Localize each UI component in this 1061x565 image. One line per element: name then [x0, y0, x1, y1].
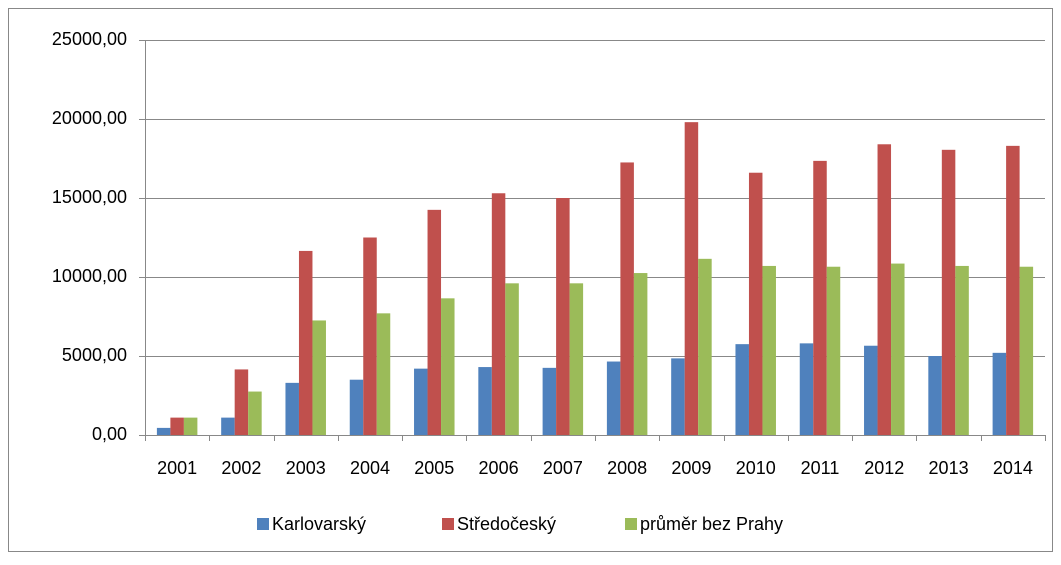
bar — [799, 343, 814, 435]
bar — [928, 356, 942, 435]
legend-label: Karlovarský — [272, 514, 366, 534]
bar — [633, 273, 648, 435]
bar — [491, 193, 506, 435]
y-tick-label: 0,00 — [92, 424, 127, 444]
bar — [542, 367, 557, 435]
x-tick-label: 2007 — [543, 458, 583, 478]
y-tick-label: 5000,00 — [62, 345, 127, 365]
x-tick-label: 2014 — [993, 458, 1033, 478]
bar — [955, 265, 969, 435]
bar — [735, 344, 749, 435]
x-tick-label: 2010 — [736, 458, 776, 478]
x-tick-label: 2009 — [671, 458, 711, 478]
bar — [363, 237, 377, 435]
bar — [248, 391, 262, 435]
x-tick-label: 2005 — [414, 458, 454, 478]
bar — [620, 162, 634, 435]
x-tick-label: 2013 — [929, 458, 969, 478]
bar — [941, 149, 956, 435]
x-tick-label: 2011 — [801, 458, 840, 478]
x-tick-label: 2003 — [286, 458, 326, 478]
bar — [505, 283, 519, 435]
bar — [170, 417, 184, 435]
bar — [234, 369, 249, 435]
bar — [298, 250, 313, 435]
bar — [312, 320, 326, 435]
x-tick-label: 2012 — [864, 458, 904, 478]
bar — [671, 358, 685, 435]
bar — [698, 258, 712, 435]
bar — [877, 144, 892, 435]
x-tick-label: 2004 — [350, 458, 390, 478]
y-tick-label: 20000,00 — [52, 108, 127, 128]
bar — [427, 209, 442, 435]
bar — [478, 367, 492, 435]
bar — [748, 172, 763, 435]
legend-swatch — [257, 518, 269, 530]
bar — [441, 298, 455, 435]
bar — [221, 417, 235, 435]
legend-swatch — [442, 518, 454, 530]
x-tick-label: 2002 — [221, 458, 261, 478]
bar — [1019, 266, 1034, 435]
bar — [864, 345, 878, 435]
y-tick-label: 15000,00 — [52, 187, 127, 207]
x-tick-label: 2001 — [157, 458, 197, 478]
bar — [684, 122, 699, 435]
bar — [762, 265, 776, 435]
bar — [414, 368, 428, 435]
y-tick-label: 10000,00 — [52, 266, 127, 286]
legend-swatch — [625, 518, 637, 530]
bar — [992, 352, 1007, 435]
bar — [183, 417, 198, 435]
x-tick-label: 2008 — [607, 458, 647, 478]
bar — [569, 283, 584, 435]
bar — [376, 313, 391, 435]
bar — [826, 266, 841, 435]
y-tick-label: 25000,00 — [52, 29, 127, 49]
legend-label: Středočeský — [457, 514, 556, 534]
bar — [606, 361, 621, 435]
bar — [1006, 145, 1020, 436]
bar — [813, 160, 827, 435]
bar — [556, 198, 570, 435]
legend-label: průměr bez Prahy — [640, 514, 783, 534]
bar — [349, 379, 364, 435]
bar — [156, 427, 171, 435]
x-tick-label: 2006 — [479, 458, 519, 478]
bar — [285, 382, 299, 435]
bar — [891, 263, 905, 435]
